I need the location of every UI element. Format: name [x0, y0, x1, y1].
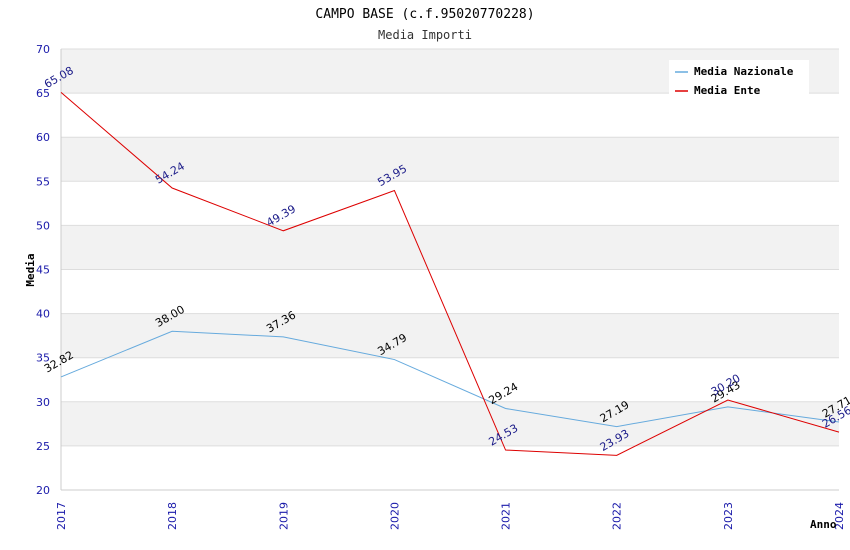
- y-tick-label: 35: [36, 352, 50, 365]
- x-tick-label: 2019: [277, 502, 290, 530]
- x-tick-label: 2022: [611, 502, 624, 530]
- legend-label-nazionale: Media Nazionale: [694, 65, 794, 78]
- y-tick-label: 60: [36, 131, 50, 144]
- x-tick-label: 2017: [55, 502, 68, 530]
- series-line-ente: [60, 92, 840, 456]
- y-tick-label: 70: [36, 43, 50, 56]
- grid-band: [61, 445, 839, 490]
- legend-label-ente: Media Ente: [694, 84, 761, 97]
- y-tick-label: 30: [36, 396, 50, 409]
- x-tick-label: 2018: [166, 502, 179, 530]
- x-tick-label: 2021: [500, 502, 513, 530]
- y-tick-label: 65: [36, 87, 50, 100]
- x-tick-label: 2020: [388, 502, 401, 530]
- grid-bands: [61, 48, 839, 491]
- x-axis-label: Anno: [810, 518, 837, 531]
- series-lines: [60, 92, 840, 456]
- y-tick-label: 25: [36, 440, 50, 453]
- grid-band: [61, 181, 839, 226]
- y-tick-label: 20: [36, 484, 50, 497]
- y-axis-label: Media: [24, 253, 37, 286]
- axes: [60, 49, 839, 491]
- y-tick-label: 55: [36, 175, 50, 188]
- chart-subtitle: Media Importi: [378, 28, 472, 42]
- grid-band: [61, 225, 839, 270]
- grid-band: [61, 269, 839, 314]
- grid-band: [61, 137, 839, 182]
- x-tick-label: 2023: [722, 502, 735, 530]
- series-line-nazionale: [60, 330, 840, 428]
- grid-band: [61, 357, 839, 402]
- y-tick-label: 50: [36, 219, 50, 232]
- grid-band: [61, 401, 839, 446]
- x-tick-labels: 2017 2018 2019 2020 2021 2022 2023 2024: [55, 502, 846, 530]
- legend-box: [669, 60, 809, 96]
- y-tick-label: 45: [36, 264, 50, 277]
- y-tick-label: 40: [36, 308, 50, 321]
- y-tick-labels: 20 25 30 35 40 45 50 55 60 65 70: [36, 43, 50, 497]
- chart-title: CAMPO BASE (c.f.95020770228): [315, 7, 534, 22]
- grid-band: [61, 93, 839, 138]
- x-tick-label: 2024: [833, 502, 846, 530]
- legend: Media Nazionale Media Ente: [669, 60, 809, 97]
